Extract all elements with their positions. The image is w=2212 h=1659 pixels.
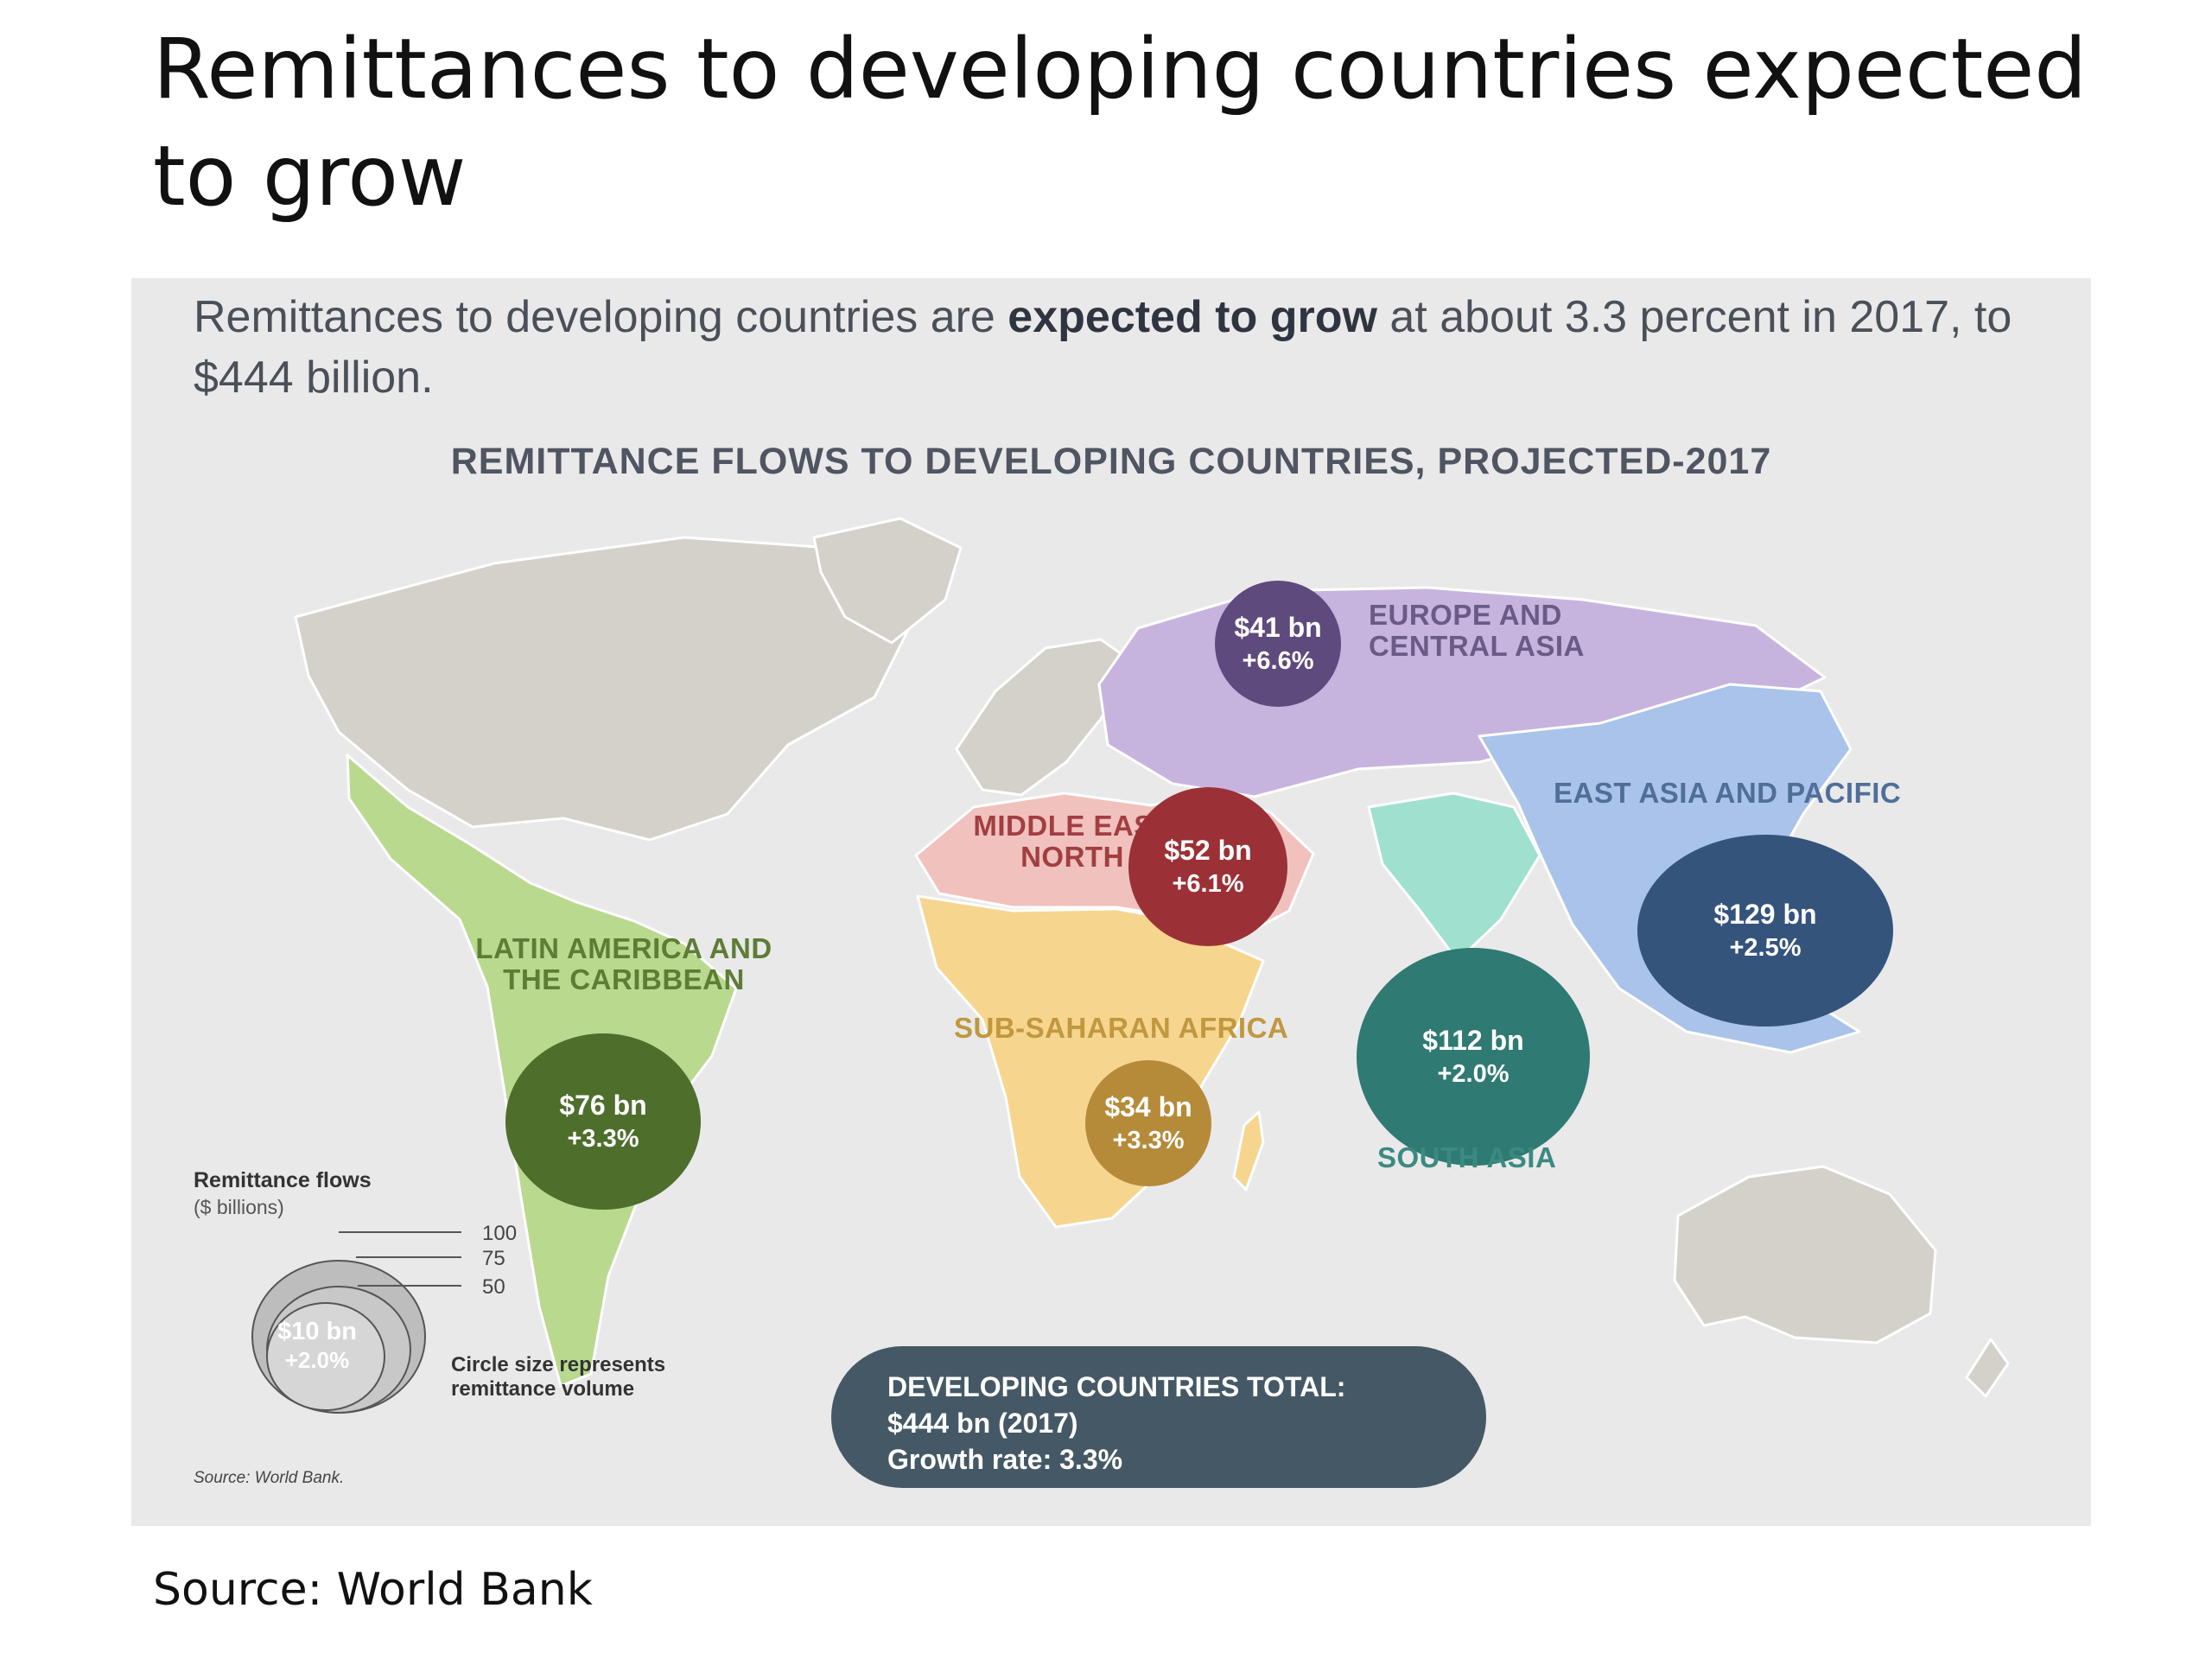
region-label-south-asia: SOUTH ASIA	[1377, 1141, 1557, 1173]
slide-title: Remittances to developing countries expe…	[153, 21, 2088, 225]
legend-note: Circle size represents remittance volume	[451, 1353, 666, 1401]
region-label-sub-saharan-africa: SUB-SAHARAN AFRICA	[954, 1012, 1289, 1044]
new-zealand-landmass	[1965, 1338, 2010, 1398]
legend-subtitle: ($ billions)	[194, 1196, 284, 1218]
bubble-sub-saharan-africa: $34 bn +3.3%	[1085, 1060, 1211, 1186]
region-label-latin-america-caribbean: LATIN AMERICA AND THE CARIBBEAN	[475, 932, 772, 995]
infographic: Remittances to developing countries are …	[131, 278, 2091, 1526]
legend-scale-75: 75	[482, 1247, 505, 1270]
australia-landmass	[1673, 1165, 1937, 1344]
north-america-landmass	[294, 536, 915, 842]
slide-source: Source: World Bank	[153, 1564, 593, 1616]
figure-source-note: Source: World Bank.	[194, 1469, 345, 1487]
legend-sample-bubble: $10 bn +2.0%	[277, 1318, 357, 1373]
bubble-latin-america-caribbean: $76 bn +3.3%	[505, 1033, 701, 1210]
bubble-south-asia: $112 bn +2.0%	[1357, 948, 1590, 1166]
legend-scale-50: 50	[482, 1275, 505, 1299]
greenland-landmass	[812, 517, 963, 645]
south-asia-region	[1367, 791, 1541, 963]
madagascar-landmass	[1232, 1110, 1265, 1192]
bubble-east-asia-pacific: $129 bn +2.5%	[1637, 835, 1893, 1027]
infographic-subhead: Remittances to developing countries are …	[194, 292, 2012, 403]
legend-scale-100: 100	[482, 1222, 518, 1245]
region-label-east-asia-pacific: EAST ASIA AND PACIFIC	[1554, 777, 1902, 809]
bubble-middle-east-north-africa: $52 bn +6.1%	[1128, 787, 1287, 946]
bubble-europe-central-asia: $41 bn +6.6%	[1215, 581, 1341, 707]
region-label-europe-central-asia: EUROPE AND CENTRAL ASIA	[1369, 599, 1585, 662]
legend-title: Remittance flows	[194, 1168, 372, 1192]
map-title: REMITTANCE FLOWS TO DEVELOPING COUNTRIES…	[450, 441, 1772, 482]
developing-countries-total-badge: DEVELOPING COUNTRIES TOTAL: $444 bn (201…	[831, 1346, 1486, 1488]
